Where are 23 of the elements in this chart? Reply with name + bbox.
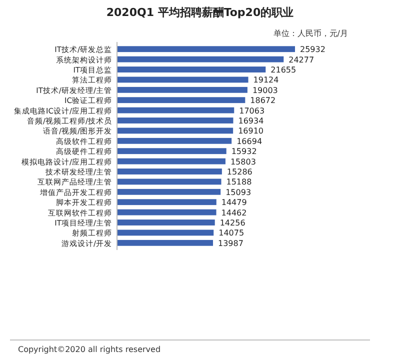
data-label: 19003 — [252, 86, 278, 95]
data-label: 15932 — [231, 147, 257, 156]
data-label: 14479 — [221, 198, 247, 208]
data-label: 15803 — [230, 157, 256, 166]
text: Copyright©2020 all rights reserved — [18, 345, 161, 354]
data-label: 16694 — [236, 136, 262, 146]
data-label: 17063 — [239, 106, 265, 116]
data-label: 15188 — [226, 178, 252, 187]
data-label: 24277 — [288, 55, 314, 64]
data-label: 16934 — [238, 116, 264, 126]
data-label: 13987 — [218, 238, 244, 248]
data-label: 14462 — [221, 208, 247, 218]
data-label: 18672 — [250, 96, 276, 106]
data-label: 19124 — [253, 76, 279, 85]
data-label: 15286 — [226, 168, 252, 176]
data-label: 16910 — [238, 126, 264, 136]
text: 单位：人民币，元/月 — [273, 29, 348, 38]
data-label: 15093 — [226, 188, 252, 197]
data-label: 25932 — [300, 45, 326, 54]
data-label: 14256 — [220, 218, 246, 228]
chart-title: 2020Q1 平均招聘薪酬Top20的职业 — [106, 6, 294, 19]
data-label: 14075 — [218, 228, 244, 238]
data-label: 21655 — [270, 66, 296, 74]
